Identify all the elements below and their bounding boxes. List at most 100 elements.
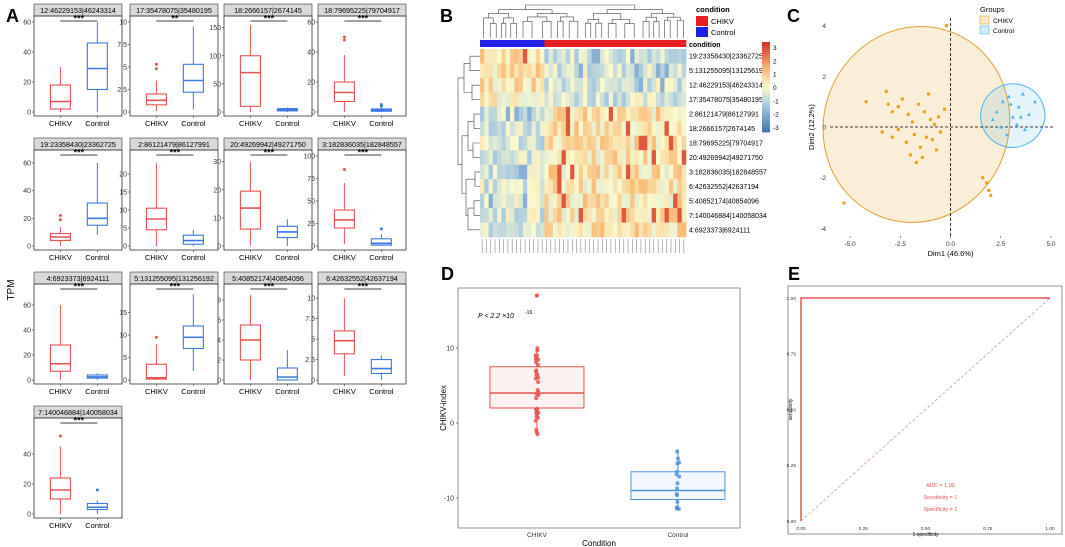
heatmap-cell (557, 49, 562, 64)
heatmap-cell (484, 135, 489, 151)
heatmap-cell (604, 193, 610, 209)
heatmap-cell (587, 179, 592, 194)
heatmap-cell (630, 121, 635, 137)
data-point (675, 481, 680, 486)
data-point (675, 456, 680, 461)
heatmap-cell (591, 121, 597, 137)
row-label: 2:86121479|86127991 (689, 112, 759, 119)
x-tick-label: Control (181, 119, 206, 128)
heatmap-cell (621, 135, 627, 151)
heatmap-cell (535, 208, 541, 223)
heatmap-cell (625, 106, 631, 122)
heatmap-cell (668, 193, 674, 209)
heatmap-cell (522, 193, 528, 209)
heatmap-cell (621, 63, 627, 79)
annotation-cell (540, 40, 545, 47)
x-tick-label: Control (85, 521, 110, 530)
heatmap-cell (587, 208, 592, 223)
chikv-point (920, 155, 925, 160)
heatmap-cell (505, 92, 511, 108)
heatmap-cell (531, 150, 537, 165)
data-point (536, 379, 541, 384)
heatmap-cell (643, 193, 648, 209)
y-tick-label: 7.5 (117, 42, 127, 49)
heatmap-cell (484, 121, 489, 137)
facet-title: 3:182836035|182848557 (322, 140, 402, 149)
heatmap-cell (548, 106, 554, 122)
heatmap-cell (492, 208, 498, 223)
annotation-cell (681, 40, 687, 47)
heatmap-cell (574, 179, 580, 194)
heatmap-cell (595, 63, 601, 79)
chikv-point (922, 110, 927, 114)
heatmap-cell (638, 121, 644, 137)
chikv-point (896, 105, 901, 109)
heatmap-cell (604, 49, 610, 64)
heatmap-cell (583, 49, 588, 64)
heatmap-cell (677, 77, 683, 93)
y-tick-label: 30 (213, 159, 221, 166)
heatmap-cell (497, 150, 502, 165)
heatmap-cell (540, 63, 545, 79)
heatmap-cell (643, 121, 648, 137)
dendrogram-branch (624, 23, 635, 30)
color-scale-segment (762, 84, 770, 87)
heatmap-cell (655, 193, 661, 209)
heatmap-cell (673, 193, 678, 209)
heatmap-cell (497, 164, 502, 180)
heatmap-cell (540, 121, 545, 137)
x-tick-label: CHIKV (239, 119, 262, 128)
heatmap-cell (621, 77, 627, 93)
chikv-ellipse (822, 25, 1011, 223)
control-point (1026, 112, 1031, 116)
color-scale-segment (762, 50, 770, 53)
heatmap-cell (583, 179, 588, 194)
heatmap-cell (544, 179, 549, 194)
heatmap-cell (514, 77, 519, 93)
heatmap-cell (617, 135, 622, 151)
heatmap-cell (655, 222, 661, 238)
y-tick-label: 10 (119, 333, 127, 340)
heatmap-cell (681, 77, 687, 93)
heatmap-cell (501, 179, 507, 194)
chikv-point (912, 132, 917, 137)
heatmap-cell (484, 49, 489, 64)
heatmap-cell (570, 49, 575, 64)
control-point (994, 109, 999, 114)
color-scale-segment (762, 126, 770, 129)
heatmap-cell (497, 222, 502, 238)
heatmap-cell (651, 135, 657, 151)
box (86, 42, 108, 91)
chikv-point (880, 130, 884, 134)
y-tick-label: 10 (119, 208, 127, 215)
annotation-cell (625, 40, 631, 47)
facet-frame (223, 149, 313, 251)
color-scale-segment (762, 110, 770, 113)
heatmap-cell (492, 164, 498, 180)
dendrogram-branch (483, 17, 494, 24)
box (239, 324, 261, 361)
heatmap-cell (505, 49, 511, 64)
heatmap-cell (570, 135, 575, 151)
heatmap-cell (531, 135, 537, 151)
heatmap-cell (608, 121, 614, 137)
heatmap-cell (510, 63, 515, 79)
heatmap-cell (677, 106, 683, 122)
heatmap-cell (574, 121, 580, 137)
x-tick-label: 0.75 (983, 526, 993, 532)
dendrogram-branch (527, 16, 548, 22)
data-point (677, 474, 682, 479)
y-tick-label: 15 (119, 190, 127, 197)
panel-letter: E (788, 264, 800, 284)
heatmap-cell (638, 77, 644, 93)
y-tick-label: 25 (307, 221, 315, 228)
heatmap-cell (625, 121, 631, 137)
chikv-point (864, 99, 868, 104)
heatmap-cell (638, 92, 644, 108)
legend-swatch (696, 27, 708, 37)
data-point (675, 486, 680, 491)
heatmap-cell (574, 92, 580, 108)
heatmap-cell (527, 121, 532, 137)
heatmap-cell (505, 135, 511, 151)
facet-frame (317, 149, 407, 251)
